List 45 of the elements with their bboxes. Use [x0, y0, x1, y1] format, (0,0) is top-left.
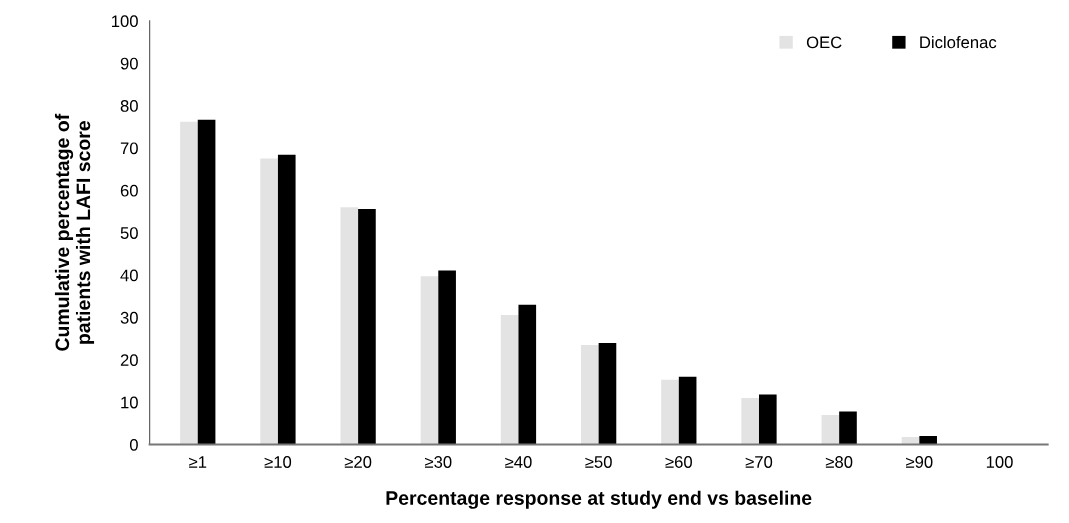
y-tick-label: 30 [120, 311, 138, 324]
bar [340, 207, 359, 445]
y-tick-label: 0 [129, 438, 138, 451]
x-tick-label: ≥50 [585, 456, 612, 468]
y-tick-label: 90 [120, 57, 138, 70]
x-tick-label: ≥80 [825, 456, 853, 468]
bar [500, 314, 519, 445]
bar [661, 379, 679, 445]
bar [758, 394, 777, 445]
x-tick-label: 100 [986, 456, 1013, 468]
y-tick-label: 80 [120, 100, 138, 112]
bar [581, 345, 599, 445]
x-tick-label: ≥30 [424, 456, 452, 468]
bar [420, 276, 439, 445]
bar [919, 436, 937, 445]
x-tick-label: ≥90 [906, 456, 933, 468]
y-tick-label: 100 [112, 15, 138, 28]
bar [821, 414, 840, 445]
y-tick-label: 70 [120, 142, 138, 155]
bar [358, 209, 376, 445]
bar [180, 121, 198, 445]
x-tick-label: ≥10 [264, 456, 292, 468]
legend-label: OEC [806, 36, 842, 49]
legend-label: Diclofenac [920, 36, 997, 49]
y-tick-label: 60 [120, 184, 138, 197]
bar [277, 154, 296, 445]
bar [518, 304, 537, 445]
x-tick-label: ≥60 [665, 456, 693, 468]
x-tick-label: ≥40 [505, 456, 532, 468]
y-tick-label: 10 [121, 396, 138, 409]
y-tick-label: 20 [120, 354, 138, 367]
x-tick-label: ≥70 [745, 456, 773, 468]
x-tick-label: ≥1 [189, 456, 207, 468]
bar [197, 119, 216, 445]
y-tick-label: 40 [120, 269, 138, 282]
x-tick-label: ≥20 [344, 456, 372, 468]
x-axis-title: Percentage response at study end vs baseline [386, 490, 812, 509]
bar [839, 411, 857, 445]
bar [438, 270, 456, 445]
bar [260, 158, 278, 445]
y-axis-title: Cumulative percentage of patients with LAFI score [54, 113, 95, 351]
bar [678, 376, 697, 445]
bar [598, 342, 617, 445]
bar [741, 397, 759, 445]
y-tick-label: 50 [120, 227, 138, 239]
